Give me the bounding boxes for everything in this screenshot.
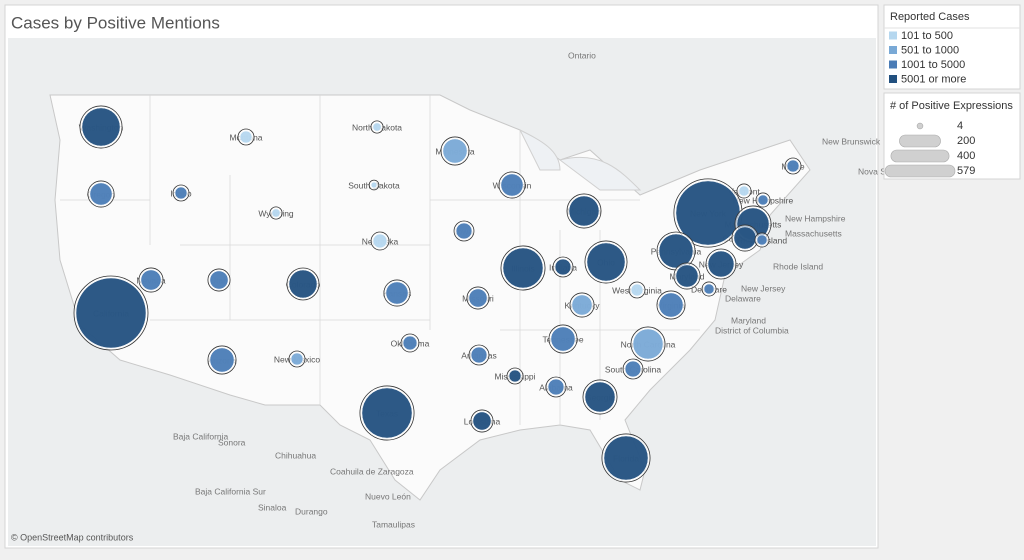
region-label: Sonora <box>218 437 246 447</box>
size-legend-title: # of Positive Expressions <box>890 100 1013 112</box>
bubble <box>140 269 162 291</box>
size-swatch <box>884 164 956 178</box>
bubble <box>586 242 626 282</box>
region-label: District of Columbia <box>715 325 789 335</box>
bubble <box>508 369 522 383</box>
bubble <box>372 233 388 249</box>
bubble <box>554 258 572 276</box>
bubble <box>703 283 715 295</box>
bubble <box>402 335 418 351</box>
bubble <box>239 130 253 144</box>
title: Cases by Positive Mentions <box>11 13 220 32</box>
bubble <box>658 233 694 269</box>
bubble <box>174 186 188 200</box>
bubble <box>468 288 488 308</box>
region-label: Ontario <box>568 50 596 60</box>
size-label: 4 <box>957 120 963 132</box>
bubble <box>786 159 800 173</box>
legend-swatch <box>889 46 897 54</box>
bubble <box>632 328 664 360</box>
bubble <box>757 194 769 206</box>
legend-label: 101 to 500 <box>901 30 953 42</box>
bubble <box>733 226 757 250</box>
legend-swatch <box>889 60 897 69</box>
attribution: © OpenStreetMap contributors <box>11 532 134 542</box>
color-legend-title: Reported Cases <box>890 11 970 23</box>
bubble <box>361 387 413 439</box>
region-label: New Jersey <box>741 283 786 293</box>
region-label: Sinaloa <box>258 502 287 512</box>
bubble <box>547 378 565 396</box>
basemap <box>8 38 876 546</box>
bubble <box>472 411 492 431</box>
bubble <box>75 277 147 349</box>
region-label: Baja California Sur <box>195 486 266 496</box>
region-label: Coahuila de Zaragoza <box>330 466 414 476</box>
region-label: Nova Scotia <box>858 166 904 176</box>
legend-label: 501 to 1000 <box>901 44 959 56</box>
great-lakes <box>518 128 642 191</box>
bubble <box>271 208 281 218</box>
bubble <box>502 247 544 289</box>
bubble <box>370 181 378 189</box>
legend-swatch <box>889 31 897 40</box>
bubble <box>500 173 524 197</box>
bubble <box>675 264 699 288</box>
bubble <box>209 347 235 373</box>
size-swatch <box>890 149 950 163</box>
region-label: Maryland <box>731 315 766 325</box>
region-label: New Hampshire <box>785 213 846 223</box>
bubble <box>658 292 684 318</box>
region-label: Nuevo León <box>365 491 411 501</box>
bubble <box>568 195 600 227</box>
legend-label: 5001 or more <box>901 73 966 85</box>
color-legend-panel <box>883 4 1021 90</box>
bubble <box>470 346 488 364</box>
size-label: 400 <box>957 150 975 162</box>
region-label: Chihuahua <box>275 450 316 460</box>
bubble <box>603 435 649 481</box>
bubble <box>89 182 113 206</box>
bubble <box>707 250 735 278</box>
bubble <box>571 294 593 316</box>
bubble <box>385 281 409 305</box>
region-label: New Brunswick <box>822 136 881 146</box>
region-label: Massachusetts <box>785 228 842 238</box>
bubble <box>584 381 616 413</box>
bubble <box>630 283 644 297</box>
size-swatch <box>916 122 924 130</box>
bubble <box>290 352 304 366</box>
legend-label: 1001 to 5000 <box>901 59 965 71</box>
region-label: Durango <box>295 506 328 516</box>
region-label: Rhode Island <box>773 261 823 271</box>
bubble <box>81 107 121 147</box>
bubble <box>442 138 468 164</box>
bubble <box>288 269 318 299</box>
bubble <box>624 360 642 378</box>
size-label: 579 <box>957 165 975 177</box>
bubble <box>550 326 576 352</box>
region-label: Delaware <box>725 293 761 303</box>
bubble <box>738 185 750 197</box>
bubble <box>372 122 382 132</box>
bubble <box>756 234 768 246</box>
size-label: 200 <box>957 135 975 147</box>
size-swatch <box>899 134 941 148</box>
region-label: Baja California <box>173 431 229 441</box>
legend-swatch <box>889 75 897 83</box>
bubble <box>209 270 229 290</box>
region-label: Tamaulipas <box>372 519 415 529</box>
bubble <box>455 222 473 240</box>
